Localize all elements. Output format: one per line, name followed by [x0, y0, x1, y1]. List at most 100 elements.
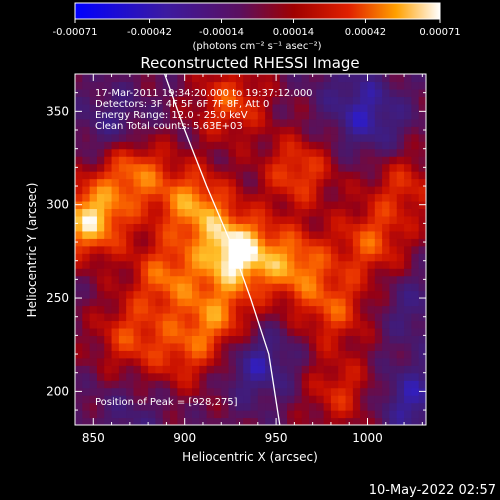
heatmap-cell: [243, 260, 252, 269]
heatmap-cell: [330, 186, 339, 195]
heatmap-cell: [360, 111, 369, 120]
heatmap-cell: [360, 215, 369, 224]
heatmap-cell: [148, 305, 157, 314]
heatmap-cell: [177, 312, 186, 322]
heatmap-cell: [111, 417, 120, 425]
heatmap-cell: [184, 417, 193, 425]
heatmap-cell: [279, 305, 288, 314]
heatmap-cell: [199, 275, 208, 284]
heatmap-cell: [148, 350, 157, 359]
heatmap-cell: [272, 126, 281, 135]
heatmap-cell: [250, 283, 259, 292]
heatmap-cell: [338, 357, 347, 366]
heatmap-cell: [418, 141, 426, 150]
heatmap-cell: [104, 118, 113, 127]
heatmap-cell: [301, 410, 310, 419]
heatmap-cell: [111, 215, 120, 224]
heatmap-cell: [404, 395, 412, 404]
heatmap-cell: [265, 81, 274, 90]
heatmap-cell: [323, 133, 332, 142]
heatmap-cell: [133, 305, 142, 314]
heatmap-cell: [360, 395, 369, 404]
heatmap-cell: [221, 215, 230, 224]
heatmap-cell: [184, 268, 193, 277]
heatmap-cell: [287, 178, 295, 187]
heatmap-cell: [111, 230, 120, 239]
heatmap-cell: [279, 103, 288, 112]
heatmap-cell: [148, 290, 157, 299]
heatmap-cell: [396, 327, 405, 336]
heatmap-cell: [177, 335, 186, 344]
heatmap-cell: [177, 178, 186, 187]
heatmap-cell: [213, 186, 222, 195]
heatmap-cell: [265, 290, 274, 299]
heatmap-cell: [287, 410, 295, 419]
heatmap-cell: [382, 402, 391, 411]
heatmap-cell: [162, 141, 171, 150]
heatmap-cell: [301, 335, 310, 344]
heatmap-cell: [287, 342, 295, 351]
heatmap-cell: [265, 171, 274, 180]
colorbar-tick-label: -0.00042: [127, 27, 172, 38]
heatmap-cell: [118, 81, 127, 90]
heatmap-cell: [411, 365, 420, 374]
heatmap-cell: [184, 395, 193, 404]
heatmap-cell: [126, 283, 135, 292]
heatmap-cell: [162, 335, 171, 344]
heatmap-cell: [360, 380, 369, 389]
heatmap-cell: [382, 245, 391, 254]
heatmap-cell: [301, 208, 310, 217]
heatmap-cell: [294, 342, 303, 351]
heatmap-cell: [104, 215, 113, 224]
heatmap-cell: [272, 245, 281, 254]
heatmap-cell: [155, 357, 164, 366]
heatmap-cell: [250, 253, 259, 262]
heatmap-cell: [309, 245, 317, 254]
heatmap-cell: [177, 81, 186, 90]
heatmap-cell: [389, 163, 398, 172]
heatmap-cell: [184, 88, 193, 98]
heatmap-cell: [316, 156, 325, 165]
heatmap-cell: [192, 88, 200, 98]
heatmap-cell: [133, 327, 142, 336]
heatmap-cell: [316, 126, 325, 135]
heatmap-cell: [374, 320, 383, 329]
heatmap-cell: [265, 96, 274, 105]
heatmap-cell: [155, 290, 164, 299]
heatmap-cell: [126, 88, 135, 98]
heatmap-cell: [272, 342, 281, 351]
heatmap-cell: [213, 163, 222, 172]
heatmap-cell: [287, 74, 295, 83]
heatmap-cell: [309, 305, 317, 314]
heatmap-cell: [177, 133, 186, 142]
heatmap-cell: [418, 230, 426, 239]
heatmap-cell: [118, 193, 127, 202]
heatmap-cell: [82, 410, 91, 419]
heatmap-cell: [96, 126, 105, 135]
heatmap-cell: [257, 365, 266, 374]
heatmap-cell: [287, 118, 295, 127]
heatmap-cell: [294, 163, 303, 172]
heatmap-cell: [148, 380, 157, 389]
heatmap-cell: [294, 74, 303, 83]
heatmap-cell: [279, 118, 288, 127]
heatmap-cell: [294, 410, 303, 419]
heatmap-cell: [323, 342, 332, 351]
heatmap-cell: [374, 208, 383, 217]
heatmap-cell: [330, 335, 339, 344]
heatmap-cell: [382, 260, 391, 269]
heatmap-cell: [360, 96, 369, 105]
heatmap-cell: [309, 283, 317, 292]
heatmap-cell: [89, 365, 98, 374]
heatmap-cell: [184, 290, 193, 299]
heatmap-cell: [323, 283, 332, 292]
heatmap-cell: [287, 357, 295, 366]
heatmap-cell: [309, 312, 317, 322]
heatmap-cell: [213, 283, 222, 292]
heatmap-cell: [170, 200, 178, 210]
heatmap-cell: [389, 380, 398, 389]
heatmap-cell: [382, 81, 391, 90]
heatmap-cell: [309, 417, 317, 425]
heatmap-cell: [126, 268, 135, 277]
heatmap-cell: [96, 350, 105, 359]
